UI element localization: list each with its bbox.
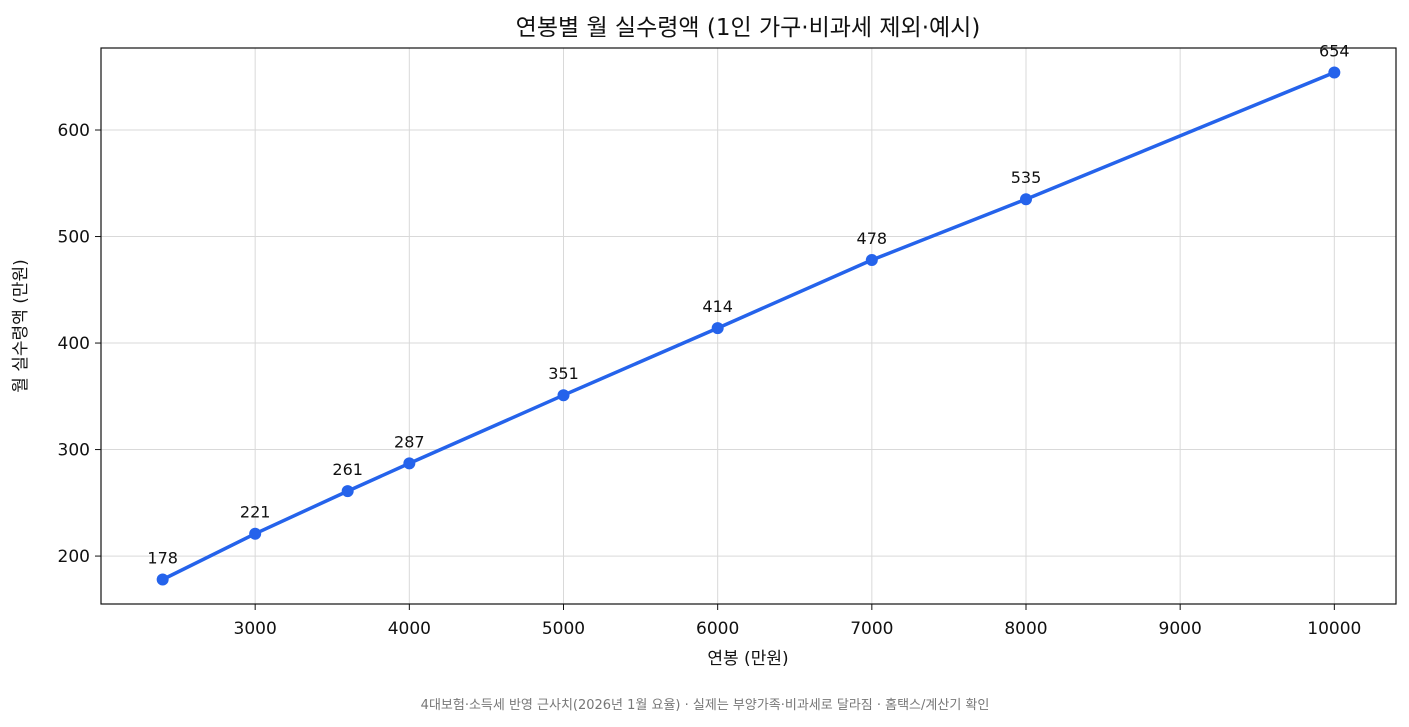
chart-footnote: 4대보험·소득세 반영 근사치(2026년 1월 요율) · 실제는 부양가족·…	[421, 698, 990, 713]
data-point	[1328, 66, 1341, 79]
y-axis-ticks: 200 300 400 500 600	[58, 121, 101, 567]
plot-frame	[100, 47, 1397, 605]
data-label: 654	[1319, 41, 1350, 60]
data-point	[711, 322, 724, 335]
x-tick-label: 3000	[234, 619, 277, 639]
y-axis-label: 월 실수령액 (만원)	[11, 259, 31, 393]
series-group: 178 221 261 287 351 414 478 535 654	[147, 41, 1350, 586]
y-tick-label: 400	[58, 334, 90, 354]
data-label: 351	[548, 364, 579, 383]
data-label: 287	[394, 432, 425, 451]
y-tick-label: 200	[58, 547, 90, 567]
data-label: 414	[702, 297, 733, 316]
x-tick-label: 7000	[850, 619, 893, 639]
data-label: 178	[147, 549, 178, 568]
x-tick-label: 6000	[696, 619, 739, 639]
grid-lines	[101, 48, 1396, 604]
series-line	[161, 70, 1335, 582]
x-axis-label: 연봉 (만원)	[707, 649, 788, 669]
data-point	[865, 253, 878, 266]
x-tick-label: 10000	[1307, 619, 1361, 639]
y-tick-label: 600	[58, 121, 90, 141]
chart-title: 연봉별 월 실수령액 (1인 가구·비과세 제외·예시)	[516, 15, 981, 41]
x-tick-label: 9000	[1159, 619, 1202, 639]
data-label: 535	[1011, 168, 1042, 187]
x-axis-ticks: 3000 4000 5000 6000 7000 8000 9000 10000	[234, 604, 1361, 639]
data-point	[249, 527, 262, 540]
data-point	[403, 457, 416, 470]
data-point	[1020, 193, 1032, 206]
data-labels: 178 221 261 287 351 414 478 535 654	[147, 41, 1349, 567]
x-tick-label: 4000	[388, 619, 431, 639]
y-tick-label: 300	[58, 441, 90, 461]
x-tick-label: 5000	[542, 619, 585, 639]
data-points	[156, 66, 1341, 586]
data-label: 261	[332, 460, 363, 479]
data-label: 478	[857, 229, 888, 248]
data-point	[341, 485, 354, 498]
x-tick-label: 8000	[1004, 619, 1047, 639]
y-tick-label: 500	[58, 228, 90, 248]
data-point	[156, 573, 169, 586]
data-point	[557, 389, 570, 402]
data-label: 221	[240, 503, 271, 522]
